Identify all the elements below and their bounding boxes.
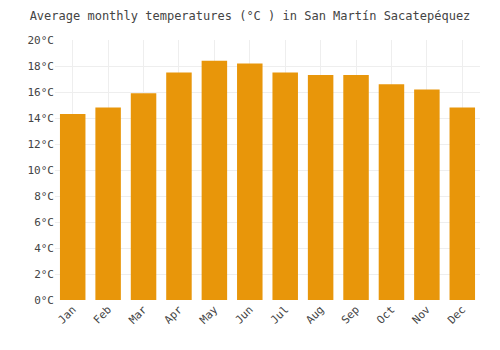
svg-text:18°C: 18°C	[28, 60, 55, 73]
svg-text:Sep: Sep	[339, 303, 362, 326]
svg-text:Oct: Oct	[374, 303, 397, 326]
svg-text:Dec: Dec	[445, 303, 468, 326]
svg-text:10°C: 10°C	[28, 164, 55, 177]
svg-text:14°C: 14°C	[28, 112, 55, 125]
svg-text:Nov: Nov	[410, 303, 434, 327]
svg-text:Jun: Jun	[233, 303, 256, 326]
svg-text:Jan: Jan	[55, 303, 78, 326]
svg-text:Feb: Feb	[91, 303, 114, 326]
svg-text:6°C: 6°C	[34, 216, 54, 229]
svg-text:16°C: 16°C	[28, 86, 55, 99]
svg-text:12°C: 12°C	[28, 138, 55, 151]
svg-text:8°C: 8°C	[34, 190, 54, 203]
svg-text:Average monthly temperatures (: Average monthly temperatures (°C ) in Sa…	[30, 9, 471, 23]
svg-text:Jul: Jul	[268, 303, 291, 326]
svg-text:20°C: 20°C	[28, 34, 55, 47]
svg-text:Mar: Mar	[126, 303, 150, 327]
svg-text:Apr: Apr	[162, 303, 186, 327]
svg-text:May: May	[197, 303, 221, 327]
svg-text:2°C: 2°C	[34, 268, 54, 281]
svg-text:4°C: 4°C	[34, 242, 54, 255]
svg-text:Aug: Aug	[303, 303, 326, 326]
svg-text:0°C: 0°C	[34, 294, 54, 307]
